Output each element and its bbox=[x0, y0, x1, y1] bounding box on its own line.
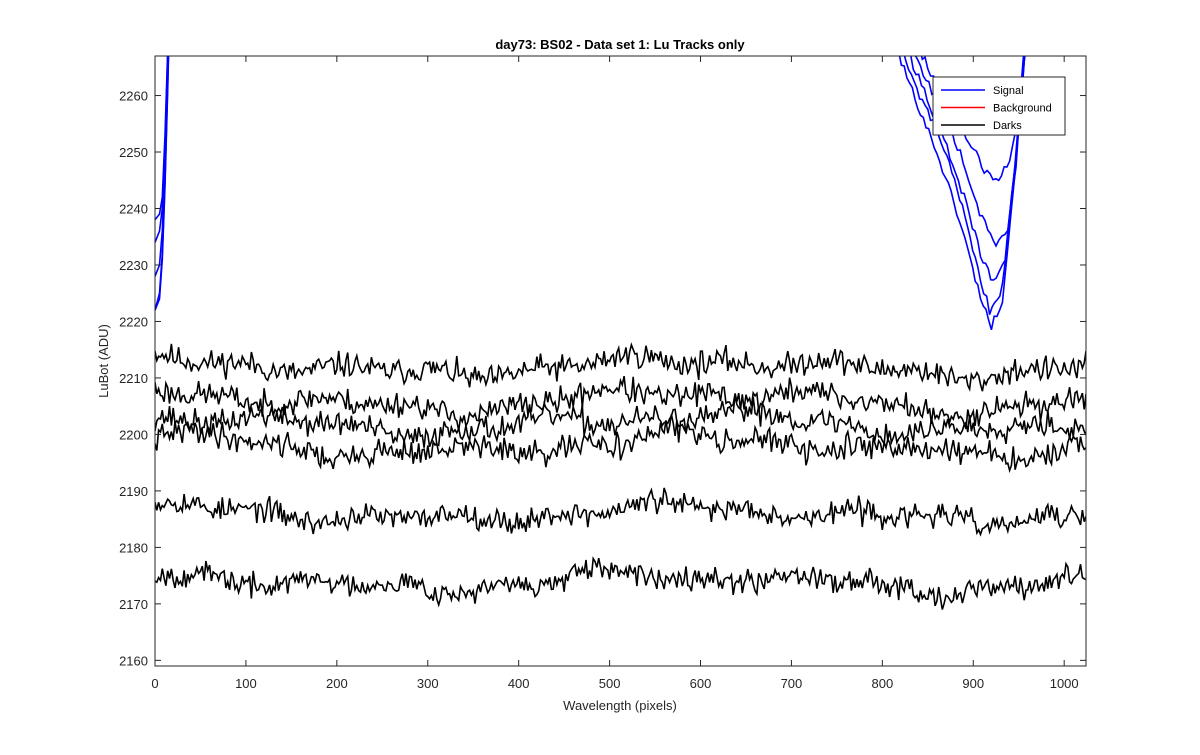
signal-series-left-2 bbox=[155, 56, 169, 277]
y-tick-label: 2250 bbox=[119, 145, 148, 160]
signal-series-right-1 bbox=[898, 56, 1025, 331]
x-axis-label: Wavelength (pixels) bbox=[563, 698, 677, 713]
signal-series-left-4 bbox=[155, 56, 169, 221]
x-tick-label: 1000 bbox=[1050, 676, 1079, 691]
y-axis-label: LuBot (ADU) bbox=[96, 324, 111, 398]
y-tick-label: 2210 bbox=[119, 371, 148, 386]
x-tick-label: 200 bbox=[326, 676, 348, 691]
x-tick-label: 500 bbox=[599, 676, 621, 691]
x-tick-label: 700 bbox=[781, 676, 803, 691]
darks-series-3 bbox=[155, 395, 1086, 448]
y-tick-label: 2180 bbox=[119, 540, 148, 555]
legend-label: Background bbox=[993, 103, 1052, 115]
axis-ticks: 0 100 200 300 400 500 600 700 800 900 1000 2160 2170… bbox=[119, 56, 1086, 691]
x-tick-label: 100 bbox=[235, 676, 257, 691]
series-group bbox=[155, 56, 1086, 610]
darks-series-5 bbox=[155, 487, 1086, 537]
y-tick-label: 2200 bbox=[119, 427, 148, 442]
y-tick-label: 2160 bbox=[119, 653, 148, 668]
x-tick-label: 400 bbox=[508, 676, 530, 691]
y-tick-label: 2190 bbox=[119, 484, 148, 499]
axes-box bbox=[154, 55, 1087, 667]
legend-label: Signal bbox=[993, 85, 1024, 97]
x-tick-label: 800 bbox=[871, 676, 893, 691]
darks-series-4 bbox=[155, 414, 1086, 474]
y-tick-label: 2240 bbox=[119, 202, 148, 217]
chart-title: day73: BS02 - Data set 1: Lu Tracks only bbox=[495, 37, 745, 52]
x-tick-label: 300 bbox=[417, 676, 439, 691]
darks-series-6 bbox=[155, 556, 1086, 610]
x-tick-label: 0 bbox=[151, 676, 158, 691]
signal-series-right-3 bbox=[910, 56, 1026, 281]
x-tick-label: 600 bbox=[690, 676, 712, 691]
x-tick-label: 900 bbox=[962, 676, 984, 691]
legend: Signal Background Darks bbox=[932, 76, 1066, 136]
signal-series-left-5 bbox=[155, 56, 170, 311]
y-tick-label: 2230 bbox=[119, 258, 148, 273]
y-tick-label: 2170 bbox=[119, 597, 148, 612]
darks-series-1 bbox=[155, 342, 1086, 392]
signal-series-right-4 bbox=[914, 56, 1026, 248]
y-tick-label: 2220 bbox=[119, 314, 148, 329]
signal-series-right-2 bbox=[903, 56, 1025, 315]
y-tick-label: 2260 bbox=[119, 89, 148, 104]
legend-label: Darks bbox=[993, 120, 1022, 132]
